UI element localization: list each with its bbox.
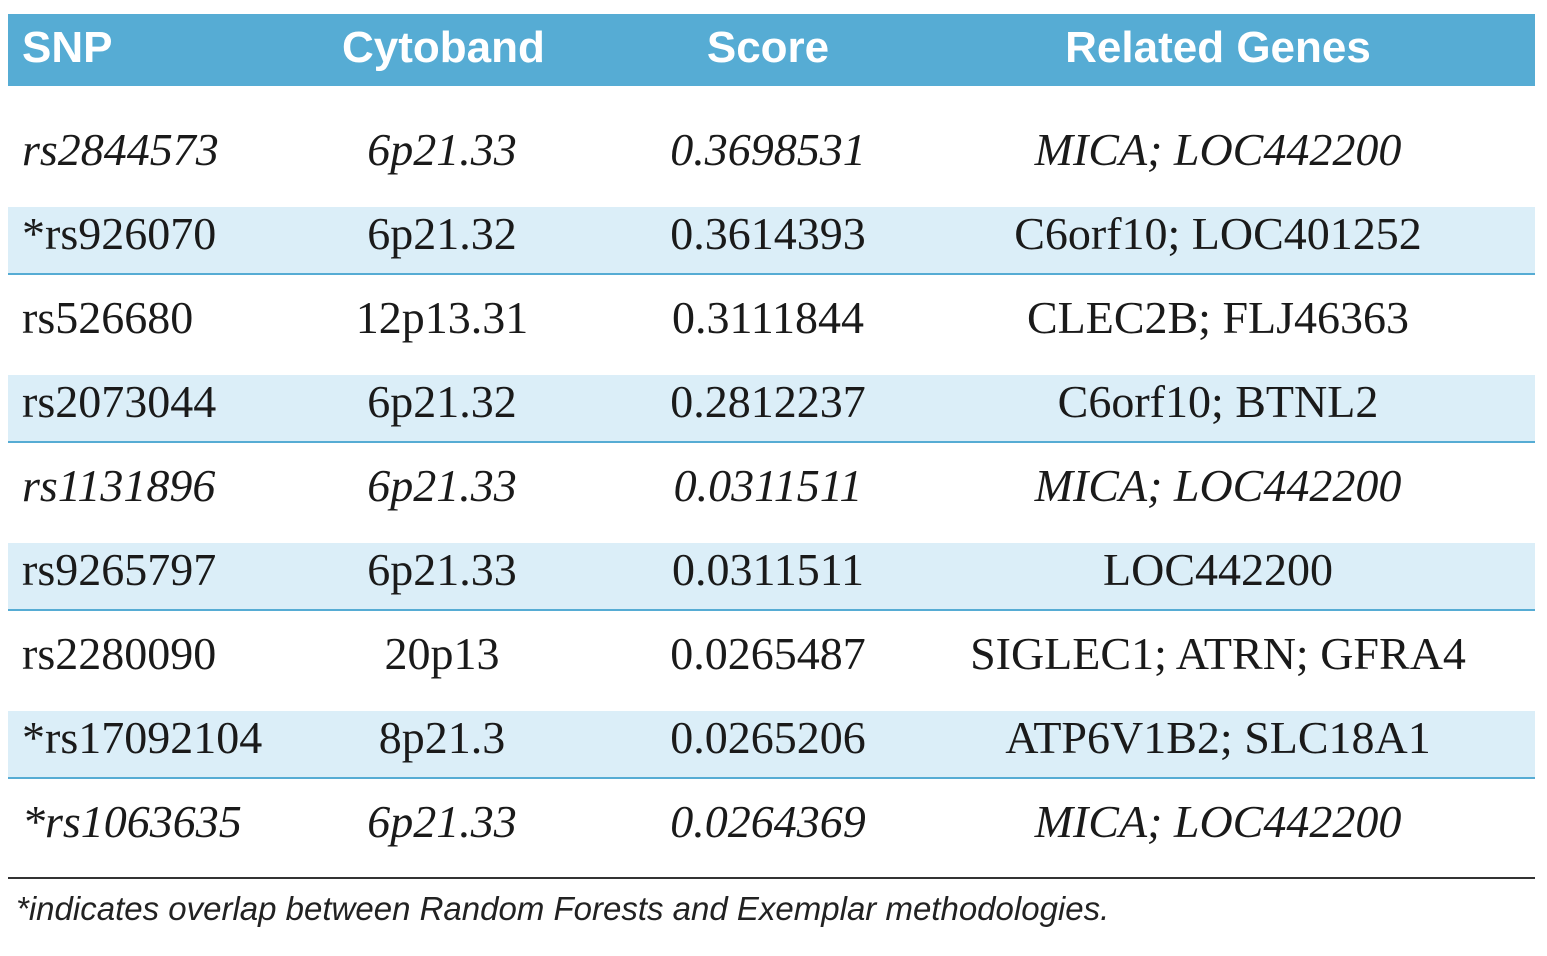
table-cell: 0.0311511 bbox=[673, 460, 863, 511]
row-stripe bbox=[8, 375, 1535, 443]
table-cell: rs2280090 bbox=[22, 628, 217, 679]
row-stripe bbox=[8, 711, 1535, 779]
table-row: rs2280090 20p13 0.0265487 SIGLEC1; ATRN; GF… bbox=[8, 612, 1535, 696]
table-row: *rs926070 6p21.32 0.3614393 C6orf10; LOC401… bbox=[8, 192, 1535, 276]
table-cell: SIGLEC1; ATRN; GFRA4 bbox=[970, 628, 1466, 679]
table-cell: 0.2812237 bbox=[670, 376, 866, 427]
header-cell: SNP bbox=[22, 23, 113, 72]
header-cell: Score bbox=[706, 23, 830, 72]
table-cell: 0.3614393 bbox=[670, 208, 866, 259]
table-cell: rs2844573 bbox=[22, 124, 219, 175]
table-cell: MICA; LOC442200 bbox=[1034, 460, 1402, 511]
table-cell: C6orf10; BTNL2 bbox=[1057, 376, 1379, 427]
table-cell: *rs17092104 bbox=[22, 712, 263, 763]
table-cell: 6p21.32 bbox=[367, 376, 517, 427]
table-cell: 6p21.33 bbox=[367, 544, 517, 595]
header-cell: Related Genes bbox=[1065, 23, 1371, 72]
table-cell: 6p21.33 bbox=[367, 124, 517, 175]
table-cell: 0.0265206 bbox=[670, 712, 866, 763]
table-row: rs2073044 6p21.32 0.2812237 C6orf10; BTNL2 bbox=[8, 360, 1535, 444]
header-cell: Cytoband bbox=[342, 23, 545, 72]
table-cell: 6p21.33 bbox=[367, 796, 517, 847]
table-cell: *rs926070 bbox=[22, 208, 217, 259]
table-row: *rs17092104 8p21.3 0.0265206 ATP6V1B2; SLC1… bbox=[8, 696, 1535, 780]
table-cell: ATP6V1B2; SLC18A1 bbox=[1005, 712, 1431, 763]
table-cell: 0.0311511 bbox=[671, 544, 865, 595]
table-cell: LOC442200 bbox=[1103, 544, 1333, 595]
table-cell: 12p13.31 bbox=[355, 292, 529, 343]
footnote-rule bbox=[8, 877, 1535, 879]
table-cell: 6p21.32 bbox=[367, 208, 517, 259]
table-cell: 6p21.33 bbox=[367, 460, 517, 511]
table-cell: *rs1063635 bbox=[22, 796, 242, 847]
table-cell: C6orf10; LOC401252 bbox=[1014, 208, 1422, 259]
table-row: rs2844573 6p21.33 0.3698531 MICA; LOC442200 bbox=[8, 108, 1535, 192]
table-row: rs526680 12p13.31 0.3111844 CLEC2B; FLJ4636… bbox=[8, 276, 1535, 360]
table-cell: rs2073044 bbox=[22, 376, 217, 427]
row-stripe bbox=[8, 207, 1535, 275]
table-cell: 0.0265487 bbox=[670, 628, 866, 679]
table-cell: 8p21.3 bbox=[378, 712, 506, 763]
header-row: SNP Cytoband Score Related Genes bbox=[8, 14, 1535, 86]
table-cell: MICA; LOC442200 bbox=[1034, 124, 1402, 175]
table-cell: rs9265797 bbox=[22, 544, 217, 595]
table-cell: rs1131896 bbox=[22, 460, 216, 511]
table-cell: rs526680 bbox=[22, 292, 194, 343]
table-cell: MICA; LOC442200 bbox=[1034, 796, 1402, 847]
table-cell: 0.3111844 bbox=[671, 292, 865, 343]
table-row: rs1131896 6p21.33 0.0311511 MICA; LOC442200 bbox=[8, 444, 1535, 528]
table-cell: CLEC2B; FLJ46363 bbox=[1026, 292, 1410, 343]
table-cell: 0.3698531 bbox=[670, 124, 866, 175]
footnote: *indicates overlap between Random Forest… bbox=[16, 890, 1110, 927]
table-row: *rs1063635 6p21.33 0.0264369 MICA; LOC44220… bbox=[8, 780, 1535, 864]
table-cell: 20p13 bbox=[384, 628, 500, 679]
table-row: rs9265797 6p21.33 0.0311511 LOC442200 bbox=[8, 528, 1535, 612]
row-stripe bbox=[8, 543, 1535, 611]
table-cell: 0.0264369 bbox=[670, 796, 866, 847]
